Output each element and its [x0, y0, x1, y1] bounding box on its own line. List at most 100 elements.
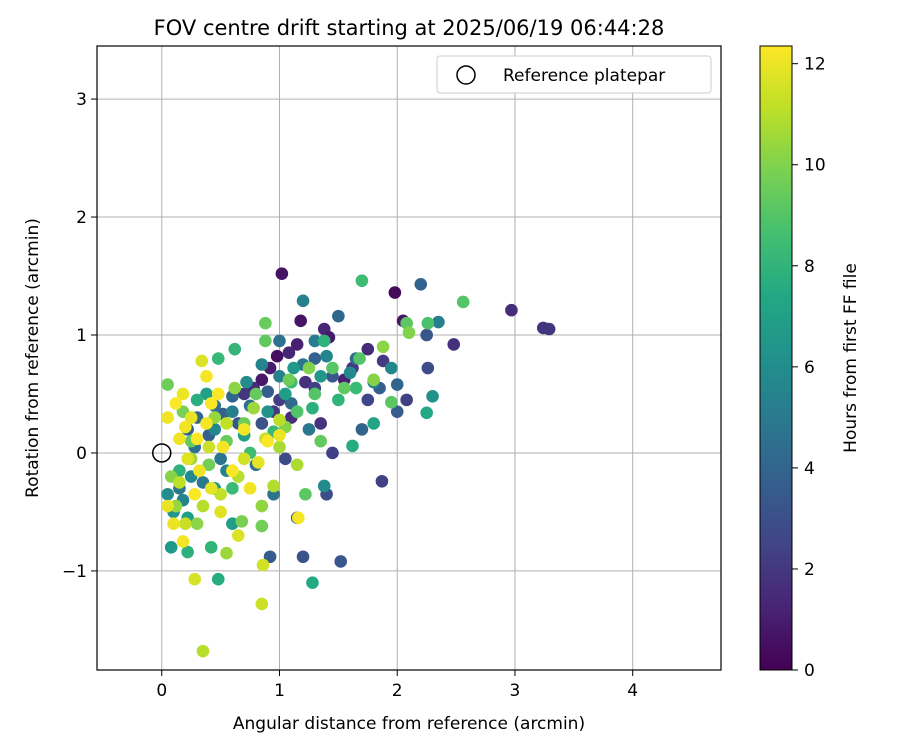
data-point — [505, 303, 518, 317]
data-point — [290, 405, 304, 418]
data-point — [259, 316, 272, 330]
data-point — [279, 387, 292, 401]
data-point — [385, 361, 398, 375]
legend-marker-icon — [456, 65, 476, 85]
data-point — [179, 420, 192, 434]
data-point — [161, 487, 174, 501]
data-point — [306, 401, 319, 415]
legend-box — [436, 55, 712, 94]
data-point — [161, 499, 174, 513]
data-point — [294, 314, 307, 328]
data-point — [196, 499, 210, 513]
data-point — [214, 487, 227, 501]
data-point — [176, 535, 190, 548]
legend-label: Reference platepar — [503, 66, 665, 86]
x-axis-label: Angular distance from reference (arcmin) — [233, 714, 585, 734]
data-point — [173, 476, 186, 489]
data-point — [385, 395, 398, 409]
x-tick-label: 1 — [274, 681, 285, 701]
data-point — [167, 517, 180, 531]
y-axis-ticks: −1 0 1 2 3 — [62, 90, 97, 582]
data-point — [184, 411, 198, 424]
data-point — [361, 342, 375, 356]
data-point — [214, 452, 227, 466]
data-point — [226, 464, 239, 477]
data-point — [173, 432, 186, 446]
data-point — [161, 378, 174, 391]
data-point — [317, 334, 331, 348]
data-point — [320, 349, 333, 363]
colorbar-ticks: 0 2 4 6 8 10 12 — [792, 55, 826, 681]
data-point — [400, 316, 413, 330]
data-point — [292, 511, 305, 525]
data-point — [181, 545, 194, 559]
y-axis-label: Rotation from reference (arcmin) — [23, 218, 43, 498]
data-point — [273, 334, 286, 348]
data-point — [290, 458, 304, 472]
data-point — [273, 413, 286, 427]
x-tick-label: 0 — [156, 681, 167, 701]
colorbar-tick-label: 4 — [804, 459, 815, 479]
data-point — [237, 452, 251, 466]
data-point — [279, 452, 292, 466]
colorbar-tick-label: 12 — [804, 55, 826, 75]
x-tick-label: 4 — [627, 681, 638, 701]
data-point — [176, 387, 190, 401]
data-point — [326, 446, 339, 460]
colorbar-tick-label: 10 — [804, 156, 826, 176]
data-point — [273, 428, 286, 442]
data-point — [226, 517, 239, 531]
data-point — [247, 401, 260, 415]
data-point — [263, 550, 277, 564]
colorbar-tick-label: 8 — [804, 257, 815, 277]
data-point — [390, 405, 404, 418]
data-point — [228, 381, 242, 395]
data-point — [302, 361, 316, 375]
y-tick-label: 2 — [76, 208, 87, 228]
data-point — [302, 423, 316, 436]
data-point — [390, 378, 404, 391]
data-point — [414, 277, 428, 291]
data-point — [400, 393, 413, 407]
data-point — [161, 411, 174, 424]
data-point — [308, 352, 322, 365]
data-point — [259, 334, 272, 348]
data-point — [196, 644, 210, 658]
data-point — [237, 387, 251, 401]
colorbar-tick-label: 2 — [804, 560, 815, 580]
data-point — [282, 373, 296, 387]
data-point — [326, 361, 339, 375]
data-point — [249, 387, 263, 401]
data-point — [195, 354, 209, 368]
data-point — [202, 440, 216, 454]
data-point — [216, 440, 230, 454]
data-point — [299, 487, 312, 501]
data-point — [237, 423, 251, 436]
data-point — [275, 267, 289, 280]
data-point — [361, 393, 375, 407]
colorbar-tick-label: 6 — [804, 358, 815, 378]
data-point — [296, 294, 310, 308]
data-point — [367, 373, 380, 387]
data-point — [220, 417, 233, 430]
data-point — [200, 387, 213, 401]
data-point — [355, 423, 369, 436]
data-point — [214, 505, 227, 519]
data-point — [255, 519, 269, 533]
data-point — [255, 417, 269, 430]
data-point — [261, 405, 275, 418]
data-point — [261, 434, 275, 448]
data-point — [334, 555, 348, 568]
data-point — [226, 482, 239, 495]
data-point — [261, 385, 275, 398]
data-point — [255, 358, 269, 371]
data-point — [287, 361, 300, 375]
data-point — [337, 381, 351, 395]
data-point — [332, 393, 345, 407]
data-point — [306, 576, 319, 590]
x-tick-label: 2 — [392, 681, 403, 701]
y-tick-label: 0 — [76, 444, 87, 464]
data-point — [240, 375, 253, 389]
